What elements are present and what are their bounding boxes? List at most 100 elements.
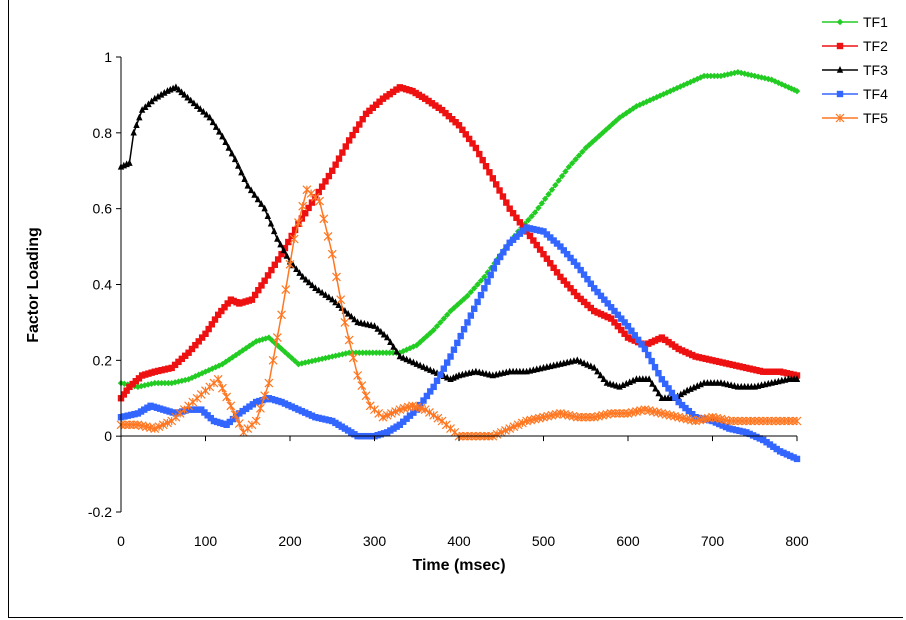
data-point-tf2 <box>580 298 588 306</box>
data-point-tf1 <box>416 338 424 346</box>
data-point-tf2 <box>705 356 713 363</box>
data-point-tf2 <box>322 178 329 185</box>
x-tick-label: 0 <box>117 533 125 549</box>
data-point-tf2 <box>274 256 282 263</box>
data-point-tf4 <box>760 436 767 444</box>
data-point-tf2 <box>455 122 463 129</box>
data-point-tf2 <box>506 205 513 212</box>
data-point-tf4 <box>766 441 774 448</box>
data-point-tf3 <box>427 366 434 373</box>
data-point-tf4 <box>631 332 638 339</box>
data-point-tf4 <box>722 423 730 431</box>
data-point-tf4 <box>295 406 302 413</box>
data-point-tf4 <box>121 413 128 420</box>
data-point-tf5 <box>319 214 329 224</box>
data-point-tf4 <box>746 430 753 438</box>
data-point-tf2 <box>699 354 706 362</box>
data-point-tf3 <box>574 356 581 364</box>
data-point-tf1 <box>423 332 431 340</box>
data-point-tf2 <box>672 343 679 350</box>
y-tick-label: 0 <box>104 428 112 444</box>
data-point-tf4 <box>685 407 693 415</box>
data-point-tf4 <box>416 401 424 409</box>
data-point-tf1 <box>548 186 556 193</box>
data-point-tf3 <box>270 227 278 235</box>
data-point-tf4 <box>420 397 427 404</box>
data-point-tf5 <box>230 410 240 420</box>
data-point-tf2 <box>438 106 446 114</box>
data-point-tf2 <box>702 355 709 363</box>
data-point-tf1 <box>141 382 148 389</box>
data-point-tf2 <box>648 338 655 346</box>
data-point-tf1 <box>447 307 454 315</box>
data-point-tf5 <box>767 416 777 426</box>
data-point-tf4 <box>776 448 784 455</box>
data-point-tf2 <box>465 135 473 143</box>
data-point-tf1 <box>369 349 377 356</box>
data-point-tf4 <box>281 400 289 407</box>
data-point-tf1 <box>612 117 620 124</box>
data-point-tf1 <box>242 345 250 352</box>
data-point-tf4 <box>477 291 485 299</box>
x-tick-label: 700 <box>701 533 725 549</box>
data-point-tf3 <box>584 360 591 368</box>
data-point-tf3 <box>254 195 262 203</box>
data-point-tf2 <box>318 183 326 190</box>
data-point-tf1 <box>569 159 576 167</box>
data-point-tf4 <box>567 254 574 262</box>
data-point-tf5 <box>750 416 760 426</box>
data-point-tf4 <box>577 266 584 274</box>
data-point-tf2 <box>628 335 635 343</box>
data-point-tf5 <box>340 317 350 327</box>
data-point-tf2 <box>339 149 346 156</box>
data-point-tf4 <box>638 341 645 348</box>
data-point-tf3 <box>302 275 310 283</box>
legend-label: TF3 <box>863 62 888 78</box>
data-point-tf1 <box>356 349 363 356</box>
data-point-tf2 <box>165 365 172 372</box>
data-point-tf3 <box>225 144 232 151</box>
data-point-tf2 <box>329 167 336 174</box>
y-tick-label: 1 <box>104 49 112 65</box>
data-point-tf5 <box>577 412 586 422</box>
data-point-tf5 <box>610 408 620 418</box>
data-point-tf5 <box>264 378 274 388</box>
data-point-tf1 <box>430 326 437 334</box>
data-point-tf4 <box>443 359 451 366</box>
data-point-tf3 <box>145 100 152 108</box>
data-point-tf5 <box>746 416 755 426</box>
data-point-tf1 <box>558 172 566 180</box>
legend-marker <box>836 90 844 98</box>
data-point-tf3 <box>325 293 333 301</box>
data-point-tf1 <box>626 107 633 115</box>
data-point-tf2 <box>766 368 774 375</box>
data-point-tf3 <box>423 364 431 372</box>
data-point-tf3 <box>322 291 329 298</box>
data-point-tf2 <box>452 119 459 126</box>
data-point-tf3 <box>308 281 316 289</box>
data-point-tf4 <box>467 312 475 319</box>
data-point-tf3 <box>231 155 239 163</box>
data-point-tf3 <box>348 312 355 320</box>
data-point-tf2 <box>120 391 128 398</box>
data-point-tf4 <box>437 371 444 378</box>
data-point-tf3 <box>126 159 133 166</box>
data-point-tf2 <box>435 104 442 112</box>
data-point-tf2 <box>158 366 165 374</box>
data-point-tf1 <box>278 345 285 353</box>
data-point-tf1 <box>793 87 801 95</box>
data-point-tf1 <box>359 349 366 356</box>
data-point-tf3 <box>187 96 194 104</box>
data-point-tf2 <box>790 371 797 378</box>
data-point-tf1 <box>775 79 782 86</box>
data-point-tf3 <box>190 99 198 107</box>
data-point-tf1 <box>450 304 458 312</box>
data-point-tf5 <box>336 295 346 305</box>
data-point-tf4 <box>536 227 544 234</box>
x-tick-label: 400 <box>447 533 471 549</box>
data-point-tf2 <box>665 338 672 346</box>
data-point-tf2 <box>379 95 387 102</box>
data-point-tf3 <box>377 327 385 335</box>
data-point-tf4 <box>526 225 534 232</box>
data-point-tf5 <box>285 259 295 269</box>
